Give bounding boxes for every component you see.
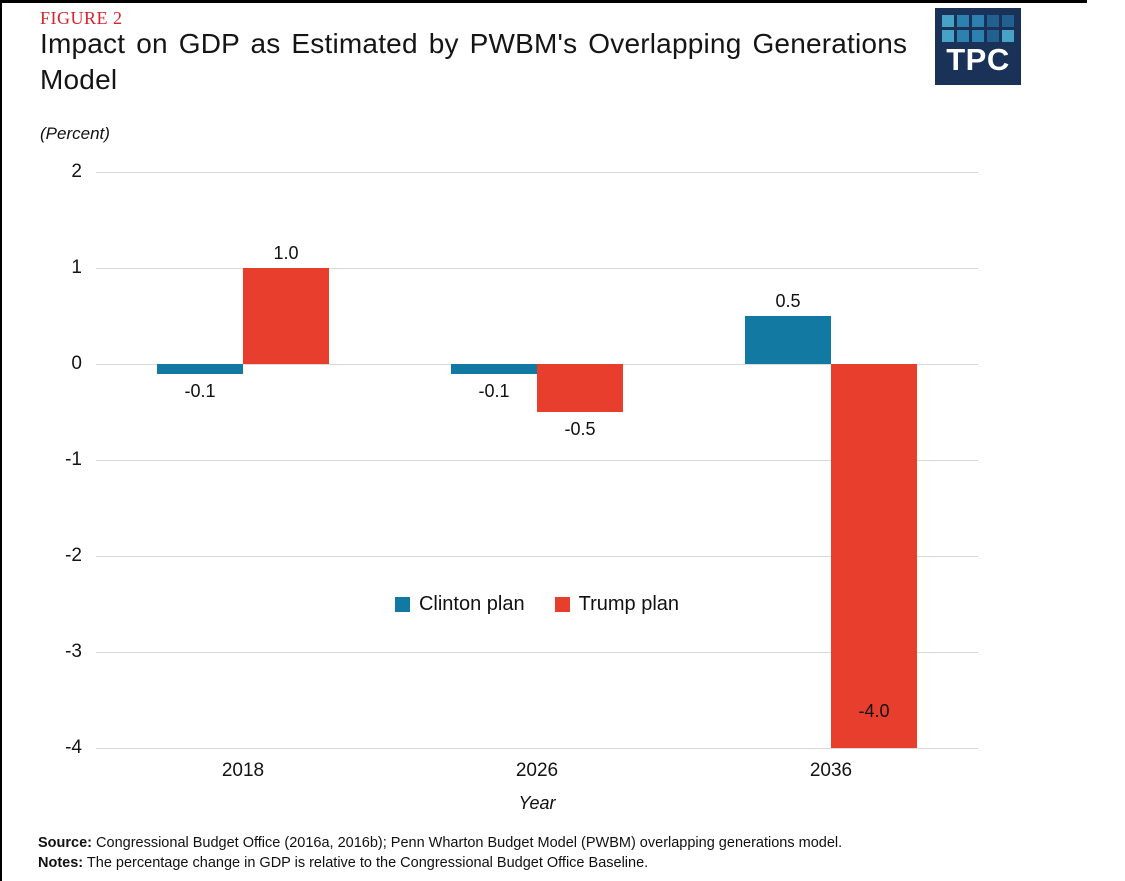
- bar-value-label: 1.0: [273, 243, 299, 263]
- chart-legend: Clinton plan Trump plan: [96, 593, 978, 616]
- tpc-logo-tile: [987, 15, 999, 27]
- y-axis-unit-label: (Percent): [40, 124, 110, 143]
- y-tick-label: -1: [65, 449, 82, 470]
- footer-notes: Source: Congressional Budget Office (201…: [38, 833, 978, 874]
- tpc-logo-tile: [972, 30, 984, 42]
- bar-value-label: -0.1: [478, 380, 510, 401]
- tpc-logo-tile: [972, 15, 984, 27]
- tpc-logo-tile: [942, 30, 954, 42]
- tpc-logo-tile: [942, 15, 954, 27]
- y-gridline: [96, 651, 978, 653]
- tpc-logo-tile-grid: [942, 15, 1014, 42]
- y-gridline: [96, 747, 978, 749]
- bar-value-label: -0.5: [564, 419, 596, 439]
- tpc-logo-tile: [1002, 15, 1014, 27]
- bar-value-label: -4.0: [858, 701, 890, 721]
- y-tick-label: 1: [71, 257, 82, 278]
- bar-value-label: 0.5: [775, 291, 801, 311]
- notes-label: Notes:: [38, 855, 84, 872]
- y-gridline: [96, 267, 978, 269]
- y-tick-label: -2: [65, 545, 82, 566]
- legend-label-trump-plan: Trump plan: [578, 593, 680, 615]
- legend-item-clinton-plan: Clinton plan: [394, 593, 525, 616]
- bar-value-label: -0.1: [184, 380, 216, 401]
- x-tick-label: 2018: [221, 760, 265, 781]
- y-tick-label: 0: [71, 353, 82, 374]
- y-gridline: [96, 171, 978, 173]
- trump-plan-bar-2036: [831, 364, 917, 748]
- tpc-logo-tile: [957, 30, 969, 42]
- figure-label: FIGURE 2: [40, 8, 123, 28]
- y-tick-label: 2: [71, 161, 82, 182]
- x-axis-title: Year: [518, 793, 556, 813]
- page-border-left: [0, 0, 2, 881]
- source-label: Source:: [38, 835, 92, 851]
- source-line: Source: Congressional Budget Office (201…: [38, 833, 978, 853]
- tpc-logo-tile: [987, 30, 999, 42]
- y-gridline: [96, 459, 978, 461]
- tpc-logo: TPC: [935, 8, 1021, 85]
- clinton-plan-bar-2018: [157, 364, 243, 374]
- page-border-top: [0, 0, 1087, 3]
- clinton-plan-bar-2026: [451, 364, 537, 374]
- clinton-plan-bar-2036: [745, 316, 831, 364]
- tpc-logo-text: TPC: [946, 42, 1010, 77]
- x-tick-label: 2036: [809, 760, 853, 781]
- chart-title: Impact on GDP as Estimated by PWBM's Ove…: [40, 28, 908, 95]
- y-gridline: [96, 555, 978, 557]
- notes-line: Notes: The percentage change in GDP is r…: [38, 853, 978, 873]
- tpc-logo-tile: [957, 15, 969, 27]
- legend-item-trump-plan: Trump plan: [554, 593, 680, 616]
- clinton-plan-legend-swatch: [394, 597, 410, 612]
- trump-plan-legend-swatch: [554, 597, 570, 612]
- trump-plan-bar-2026: [537, 364, 623, 412]
- legend-label-clinton-plan: Clinton plan: [418, 593, 525, 615]
- trump-plan-bar-2018: [243, 268, 329, 364]
- x-tick-label: 2026: [515, 760, 559, 781]
- notes-text: The percentage change in GDP is relative…: [86, 855, 649, 872]
- source-text: Congressional Budget Office (2016a, 2016…: [96, 835, 843, 851]
- y-tick-label: -3: [65, 641, 82, 662]
- y-tick-label: -4: [65, 737, 82, 758]
- tpc-logo-tile: [1002, 30, 1014, 42]
